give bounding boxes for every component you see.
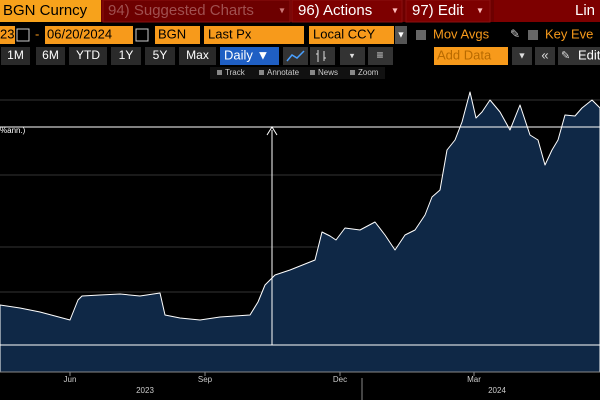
tool-label: Zoom (358, 68, 379, 77)
menu-button[interactable] (368, 47, 393, 65)
settings-button[interactable] (340, 47, 365, 65)
start-date: 23 (0, 26, 14, 41)
tab[interactable] (494, 0, 600, 22)
checkbox[interactable] (528, 30, 538, 40)
mov-avgs: Mov Avgs (433, 26, 490, 41)
edit: Edit (578, 47, 600, 62)
period-label: 1M (7, 48, 24, 62)
period-button[interactable] (36, 47, 65, 65)
period-label: 6M (42, 48, 59, 62)
collapse-icon: « (541, 47, 548, 62)
year-label: 2023 (136, 386, 154, 395)
price-area (0, 91, 600, 373)
edit-button[interactable] (558, 47, 600, 65)
tab-label: 97) Edit (412, 2, 465, 19)
menu-icon: ≡ (376, 48, 383, 62)
tool-label: Annotate (267, 68, 300, 77)
field: Last Px (208, 26, 252, 41)
dropdown-arrow: ▼ (518, 50, 527, 60)
settings-icon: ▾ (350, 50, 355, 60)
tab[interactable] (405, 0, 491, 23)
tab-arrow: ▾ (392, 6, 397, 17)
period-label: 5Y (153, 48, 168, 62)
collapse-button[interactable] (535, 47, 555, 65)
tab-label: Lin (575, 2, 595, 19)
frequency: Daily ▼ (224, 47, 269, 62)
checkbox[interactable] (416, 30, 426, 40)
tab-label: 96) Actions (298, 2, 372, 19)
currency: Local CCY (313, 26, 375, 41)
add-data-field[interactable] (434, 47, 508, 65)
tool-label: News (318, 68, 338, 77)
tab-arrow: ▾ (477, 6, 482, 17)
tab[interactable] (102, 0, 291, 23)
tab-arrow: ▾ (279, 6, 284, 17)
add-data: Add Data (437, 47, 492, 62)
x-axis (0, 372, 600, 400)
field-select[interactable] (204, 26, 304, 44)
period-label: Max (186, 48, 209, 62)
tool-icon[interactable] (259, 70, 264, 75)
ticker-field[interactable] (155, 26, 200, 44)
key-events: Key Eve (545, 26, 593, 41)
calendar-icon[interactable] (135, 28, 149, 42)
x-tick-label: Jun (64, 375, 77, 384)
dropdown-arrow: ▼ (397, 29, 406, 39)
frequency-button[interactable] (220, 47, 279, 65)
tool-icon[interactable] (350, 70, 355, 75)
year-label: 2024 (488, 386, 506, 395)
annotation: %ann.) (0, 126, 26, 135)
bar-icon (316, 50, 326, 62)
tool-label: Track (225, 68, 246, 77)
period-button[interactable] (179, 47, 216, 65)
measure-arrow (266, 126, 278, 136)
bar-type-button[interactable] (310, 47, 335, 65)
tool-bar (210, 67, 385, 79)
period-button[interactable] (145, 47, 175, 65)
x-tick-label: Dec (333, 375, 347, 384)
calendar-icon[interactable] (16, 28, 30, 42)
tool-icon[interactable] (310, 70, 315, 75)
x-tick-label: Mar (467, 375, 481, 384)
dropdown[interactable] (395, 26, 407, 44)
line-type-button[interactable] (283, 47, 308, 65)
dash: - (35, 26, 39, 41)
edit-icon: ✎ (561, 50, 570, 62)
period-button[interactable] (111, 47, 141, 65)
dropdown[interactable] (512, 47, 532, 65)
x-tick-label: Sep (198, 375, 213, 384)
period-label: YTD (76, 48, 100, 62)
date-field[interactable] (0, 26, 15, 44)
period-label: 1Y (119, 48, 134, 62)
pencil-icon[interactable]: ✎ (510, 27, 520, 41)
period-button[interactable] (1, 47, 30, 65)
security-tab[interactable] (0, 0, 101, 22)
tab-label: 94) Suggested Charts (108, 2, 254, 19)
chart: %ann.) (0, 91, 600, 373)
period-button[interactable] (69, 47, 107, 65)
tab[interactable] (291, 0, 403, 23)
security: BGN Curncy (3, 2, 88, 19)
tool-icon[interactable] (217, 70, 222, 75)
line-icon (286, 50, 305, 62)
date-field[interactable] (45, 26, 133, 44)
end-date: 06/20/2024 (47, 26, 112, 41)
ticker: BGN (158, 26, 186, 41)
currency-select[interactable] (309, 26, 394, 44)
